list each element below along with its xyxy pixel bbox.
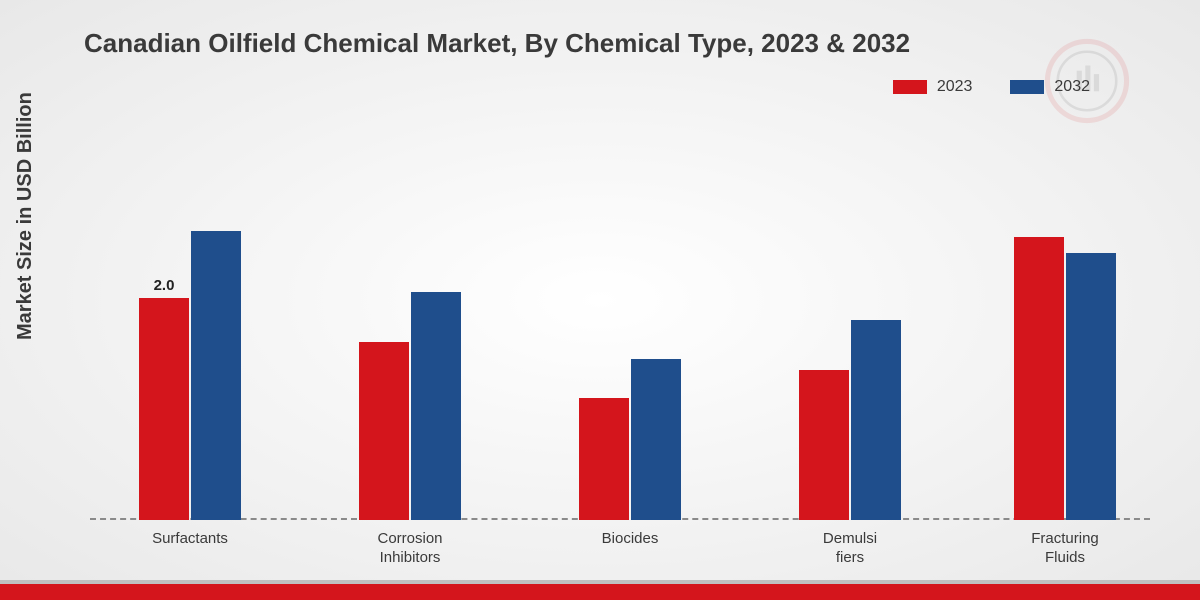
- bar-2032-fracturing: [1066, 253, 1116, 520]
- x-axis: Surfactants Corrosion Inhibitors Biocide…: [90, 524, 1150, 574]
- legend-swatch-b: [1010, 80, 1044, 94]
- bar-2032-surfactants: [191, 231, 241, 520]
- bar-2032-biocides: [631, 359, 681, 520]
- xlabel-0: Surfactants: [115, 530, 265, 549]
- legend-item-2032: 2032: [1010, 78, 1090, 96]
- bar-2023-corrosion: [359, 342, 409, 520]
- legend-label-a: 2023: [937, 78, 973, 96]
- bar-2032-corrosion: [411, 292, 461, 520]
- value-label-surfactants: 2.0: [139, 277, 189, 294]
- bar-2023-biocides: [579, 398, 629, 520]
- bar-2032-demulsifiers: [851, 320, 901, 520]
- legend-swatch-a: [893, 80, 927, 94]
- xlabel-2: Biocides: [555, 530, 705, 549]
- bar-2023-fracturing: [1014, 237, 1064, 520]
- y-axis-label: Market Size in USD Billion: [14, 92, 37, 340]
- xlabel-1: Corrosion Inhibitors: [335, 530, 485, 568]
- legend: 2023 2032: [893, 78, 1090, 96]
- xlabel-3: Demulsi fiers: [775, 530, 925, 568]
- chart-title: Canadian Oilfield Chemical Market, By Ch…: [84, 28, 910, 59]
- xlabel-4: Fracturing Fluids: [990, 530, 1140, 568]
- footer-bar: [0, 584, 1200, 600]
- plot-area: 2.0: [90, 120, 1150, 520]
- legend-item-2023: 2023: [893, 78, 973, 96]
- bar-2023-surfactants: [139, 298, 189, 520]
- bar-2023-demulsifiers: [799, 370, 849, 520]
- legend-label-b: 2032: [1054, 78, 1090, 96]
